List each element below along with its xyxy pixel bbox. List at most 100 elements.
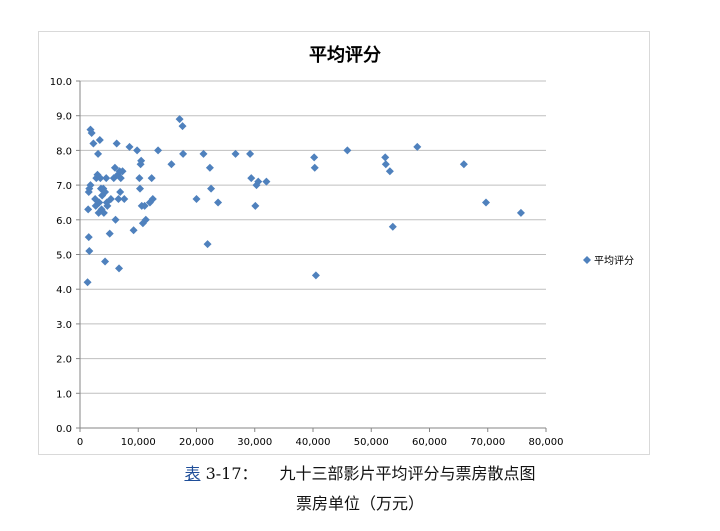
data-point xyxy=(103,201,112,210)
y-tick-label: 3.0 xyxy=(56,320,72,331)
x-tick-label: 60,000 xyxy=(412,437,447,448)
x-tick-label: 10,000 xyxy=(121,437,156,448)
y-tick-label: 1.0 xyxy=(56,389,72,400)
data-point xyxy=(482,198,491,207)
data-point xyxy=(102,174,111,183)
x-tick-label: 20,000 xyxy=(179,437,214,448)
data-point xyxy=(116,188,125,197)
data-point xyxy=(105,229,114,238)
data-point xyxy=(148,194,157,203)
data-point xyxy=(343,146,352,155)
data-point xyxy=(175,115,184,124)
caption-title: 九十三部影片平均评分与票房散点图 xyxy=(279,464,536,483)
data-point xyxy=(154,146,163,155)
data-point xyxy=(137,156,146,165)
data-point xyxy=(120,194,129,203)
x-tick-label: 70,000 xyxy=(470,437,505,448)
caption-number: 3-17： xyxy=(205,464,258,483)
caption-line-2: 票房单位（万元） xyxy=(0,490,720,514)
data-point xyxy=(413,142,422,151)
data-point xyxy=(381,160,390,169)
data-point xyxy=(87,129,96,138)
data-point xyxy=(99,208,108,217)
x-tick-label: 80,000 xyxy=(529,437,564,448)
x-tick-label: 50,000 xyxy=(354,437,389,448)
data-point xyxy=(385,167,394,176)
y-tick-label: 2.0 xyxy=(56,355,72,366)
y-tick-label: 9.0 xyxy=(56,112,72,123)
data-point xyxy=(89,139,98,148)
data-point xyxy=(114,194,123,203)
data-point xyxy=(311,271,320,280)
data-point xyxy=(125,142,134,151)
data-point xyxy=(203,240,212,249)
x-tick-label: 40,000 xyxy=(296,437,331,448)
data-point xyxy=(115,264,124,273)
data-point xyxy=(178,122,187,131)
data-point xyxy=(192,194,201,203)
data-point xyxy=(129,226,138,235)
x-tick-label: 0 xyxy=(77,437,83,448)
y-tick-label: 5.0 xyxy=(56,251,72,262)
y-tick-labels: 0.0 1.0 2.0 3.0 4.0 5.0 6.0 7.0 8.0 9.0 10.0 xyxy=(50,77,72,435)
data-point xyxy=(231,149,240,158)
x-tick-label: 30,000 xyxy=(237,437,272,448)
data-point xyxy=(94,149,103,158)
y-tick-label: 8.0 xyxy=(56,146,72,157)
data-point xyxy=(254,177,263,186)
data-point xyxy=(251,201,260,210)
y-tick-label: 10.0 xyxy=(50,77,72,88)
data-point xyxy=(118,167,127,176)
data-point xyxy=(112,139,121,148)
data-points xyxy=(83,115,525,287)
data-point xyxy=(116,174,125,183)
data-point xyxy=(214,198,223,207)
data-point xyxy=(205,163,214,172)
data-point xyxy=(95,198,104,207)
data-point xyxy=(86,181,95,190)
caption-subtitle: 票房单位（万元） xyxy=(295,494,424,513)
y-tick-label: 6.0 xyxy=(56,216,72,227)
legend-marker-icon xyxy=(583,256,591,264)
data-point xyxy=(147,174,156,183)
data-point xyxy=(246,149,255,158)
data-point xyxy=(101,188,110,197)
data-point xyxy=(101,257,110,266)
data-point xyxy=(84,205,93,214)
data-point xyxy=(141,215,150,224)
data-point xyxy=(262,177,271,186)
y-tick-label: 4.0 xyxy=(56,285,72,296)
data-point xyxy=(84,233,93,242)
data-point xyxy=(459,160,468,169)
data-point xyxy=(111,215,120,224)
data-point xyxy=(179,149,188,158)
data-point xyxy=(106,194,115,203)
data-point xyxy=(135,184,144,193)
axes xyxy=(76,80,547,432)
data-point xyxy=(133,146,142,155)
data-point xyxy=(199,149,208,158)
gridlines xyxy=(80,80,546,394)
data-point xyxy=(135,174,144,183)
chart-frame xyxy=(38,31,650,455)
data-point xyxy=(516,208,525,217)
data-point xyxy=(247,174,256,183)
caption-line-1: 表 3-17： 九十三部影片平均评分与票房散点图 xyxy=(0,460,720,484)
y-tick-label: 0.0 xyxy=(56,424,72,435)
data-point xyxy=(381,153,390,162)
legend-label: 平均评分 xyxy=(594,255,634,267)
y-tick-label: 7.0 xyxy=(56,181,72,192)
legend: 平均评分 xyxy=(583,255,634,267)
chart-title: 平均评分 xyxy=(309,44,381,66)
x-tick-labels: 0 10,000 20,000 30,000 40,000 50,000 60,000 70,… xyxy=(77,437,564,448)
caption-prefix-link[interactable]: 表 xyxy=(184,464,201,483)
data-point xyxy=(110,163,119,172)
data-point xyxy=(83,278,92,287)
data-point xyxy=(167,160,176,169)
data-point xyxy=(96,174,105,183)
data-point xyxy=(95,135,104,144)
data-point xyxy=(85,247,94,256)
data-point xyxy=(140,201,149,210)
data-point xyxy=(207,184,216,193)
